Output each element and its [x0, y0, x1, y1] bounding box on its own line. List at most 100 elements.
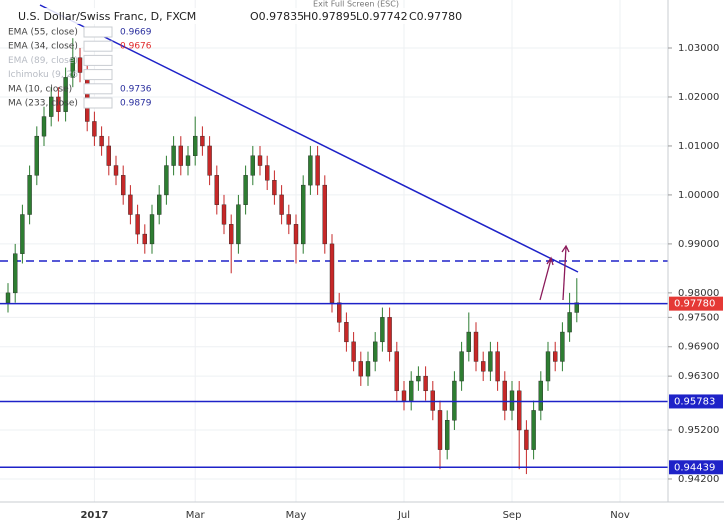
x-tick-label: Nov	[610, 510, 630, 521]
candles	[5, 38, 579, 475]
candle-body	[517, 390, 522, 431]
trendline	[39, 4, 579, 273]
candle-body	[149, 214, 155, 245]
indicator-icons	[83, 69, 113, 81]
candle-body	[63, 77, 68, 112]
candle-body	[473, 331, 479, 362]
y-tick-label: 0.94200	[678, 474, 719, 485]
candle-body	[27, 175, 32, 215]
indicator-name: MA (10, close)	[8, 84, 72, 94]
price-label-box	[669, 460, 723, 475]
candle-body	[495, 351, 500, 382]
low-text: L0.97742	[356, 10, 408, 23]
candle-body	[322, 184, 327, 245]
candle-body	[214, 175, 220, 205]
candle-body	[380, 317, 385, 343]
candle-body	[92, 121, 97, 137]
y-tick-label: 1.00000	[678, 190, 719, 201]
indicator-name: Ichimoku (9, 26	[8, 70, 78, 80]
candle-body	[164, 165, 169, 196]
candle-body	[207, 145, 212, 176]
axis-labels: 1.03000 1.02000 1.01000 1.00000 0.99000 0.980…	[80, 43, 719, 521]
x-tick-label: Mar	[186, 510, 206, 521]
open-text: O0.97835	[250, 10, 304, 23]
candle-body	[70, 57, 76, 78]
high-text: H0.97895	[303, 10, 357, 23]
candle-body	[142, 233, 148, 245]
indicator-name: MA (233, close)	[8, 99, 78, 109]
price-levels: 0.97780 0.95783 0.94439	[0, 296, 723, 475]
candle-body	[250, 155, 256, 176]
candle-body	[56, 96, 61, 112]
candle-body	[286, 214, 291, 225]
candle-body	[113, 165, 119, 176]
candle-body	[481, 361, 486, 372]
candle-body	[337, 302, 342, 323]
candle-body	[351, 341, 356, 362]
candle-body	[200, 135, 205, 147]
candle-body	[135, 214, 140, 235]
candle-body	[178, 145, 184, 166]
indicator-name: EMA (34, close)	[8, 42, 78, 52]
y-tick-label: 0.96300	[678, 371, 719, 382]
arrow-head	[561, 244, 570, 253]
candle-body	[524, 429, 529, 450]
candle-body	[99, 135, 104, 147]
indicator-icons	[83, 26, 113, 38]
candle-body	[509, 390, 515, 411]
indicator-value: 0.9676	[120, 42, 152, 52]
candle-body	[560, 331, 565, 362]
candle-body	[120, 175, 126, 196]
candle-body	[409, 380, 414, 401]
candle-body	[308, 155, 313, 186]
tooltip[interactable]: Exit Full Screen (ESC)	[313, 0, 399, 9]
candle-body	[221, 204, 227, 225]
y-tick-label: 0.96900	[678, 342, 719, 353]
indicator-icons	[83, 54, 113, 66]
candle-body	[387, 317, 392, 352]
indicator-icons	[83, 97, 113, 109]
x-tick-label: May	[286, 510, 307, 521]
candle-body	[401, 390, 407, 401]
candle-body	[128, 194, 133, 215]
grid	[0, 0, 668, 502]
candle-body	[430, 390, 435, 411]
x-tick-label: Sep	[503, 510, 522, 521]
candle-body	[228, 224, 234, 245]
candle-body	[77, 57, 83, 73]
candle-body	[106, 145, 112, 166]
candle-body	[236, 204, 241, 245]
candle-body	[466, 331, 471, 352]
candle-body	[41, 116, 47, 137]
price-label-box	[669, 394, 723, 409]
price-label: 0.95783	[674, 396, 715, 407]
candle-body	[365, 361, 371, 377]
candle-body	[34, 135, 39, 176]
indicator-name: EMA (55, close)	[8, 28, 78, 38]
legend: EMA (55, close) 0.9669 EMA (34, close) 0.96…	[8, 26, 152, 109]
candle-body	[538, 380, 543, 411]
candle-body	[373, 341, 378, 362]
y-tick-label: 0.98000	[678, 288, 719, 299]
indicator-icons	[83, 40, 113, 52]
header-bg	[0, 8, 460, 24]
arrow-head	[546, 256, 554, 266]
candle-body	[416, 375, 421, 382]
y-tick-label: 1.03000	[678, 43, 719, 54]
indicator-icons	[83, 83, 113, 95]
candle-body	[5, 292, 11, 303]
indicator-value: 0.9669	[120, 28, 152, 38]
indicator-name: EMA (89, close)	[8, 56, 78, 66]
candle-body	[171, 145, 176, 166]
y-tick-label: 0.95200	[678, 425, 719, 436]
x-tick-label: Jul	[397, 510, 410, 521]
y-tick-label: 0.99000	[678, 239, 719, 250]
y-tick-label: 1.02000	[678, 92, 719, 103]
y-tick-label: 0.97500	[678, 312, 719, 323]
candle-body	[12, 253, 18, 294]
candle-body	[315, 155, 320, 186]
price-label: 0.97780	[674, 299, 715, 310]
x-tick-label: 2017	[80, 510, 108, 521]
candle-body	[358, 361, 363, 377]
